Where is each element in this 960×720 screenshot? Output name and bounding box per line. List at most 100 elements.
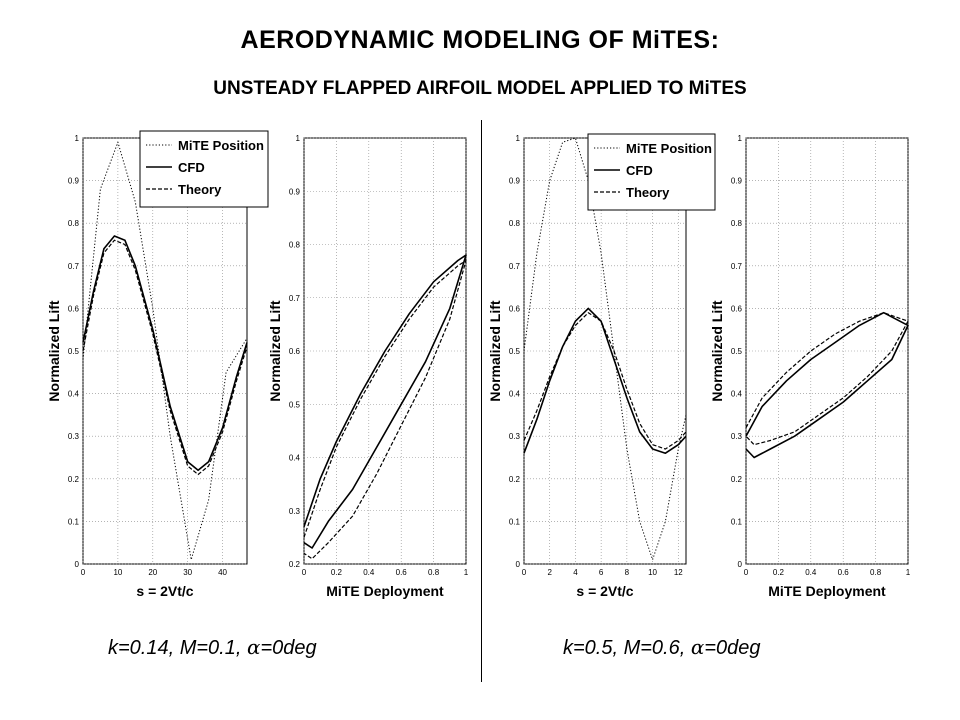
y-tick-label: 0	[738, 560, 743, 569]
x-tick-label: 0	[81, 568, 86, 577]
alpha-symbol: α	[690, 635, 705, 659]
x-tick-label: 0	[522, 568, 527, 577]
page-subtitle: UNSTEADY FLAPPED AIRFOIL MODEL APPLIED T…	[213, 78, 747, 99]
y-tick-label: 0.8	[509, 219, 521, 228]
x-tick-label: 10	[648, 568, 657, 577]
x-tick-label: 0.8	[428, 568, 440, 577]
y-tick-label: 0.7	[68, 262, 80, 271]
y-tick-label: 0.4	[289, 454, 301, 463]
y-tick-label: 0.4	[68, 390, 80, 399]
y-tick-label: 0.3	[68, 432, 80, 441]
x-tick-label: 0	[302, 568, 307, 577]
y-tick-label: 0.6	[289, 347, 301, 356]
x-tick-label: 4	[573, 568, 578, 577]
legend-box	[587, 133, 716, 211]
x-axis-label: MiTE Deployment	[768, 583, 886, 599]
series-line-cfd	[303, 254, 467, 549]
x-tick-label: 0.8	[870, 568, 882, 577]
y-tick-label: 0	[516, 560, 521, 569]
y-tick-label: 0.2	[731, 475, 743, 484]
y-tick-label: 0.9	[68, 177, 80, 186]
y-tick-label: 0.7	[509, 262, 521, 271]
y-tick-label: 0.5	[68, 347, 80, 356]
y-tick-label: 0.6	[731, 304, 743, 313]
y-tick-label: 0.4	[509, 390, 521, 399]
caption-right-post: =0deg	[704, 637, 761, 659]
x-tick-label: 10	[113, 568, 122, 577]
y-tick-label: 0.3	[509, 432, 521, 441]
legend-label: CFD	[626, 163, 653, 178]
series-line-theory	[523, 312, 687, 450]
vertical-divider	[481, 120, 482, 682]
legend-box	[139, 130, 269, 208]
y-tick-label: 0.1	[509, 517, 521, 526]
y-tick-label: 0.6	[68, 304, 80, 313]
x-tick-label: 2	[547, 568, 552, 577]
x-tick-label: 0.2	[331, 568, 343, 577]
legend-label: MiTE Position	[626, 141, 712, 156]
x-tick-label: 40	[218, 568, 227, 577]
series-line-cfd	[82, 235, 248, 472]
series-line-theory	[303, 259, 467, 560]
y-tick-label: 0.5	[731, 347, 743, 356]
y-tick-label: 0.9	[509, 177, 521, 186]
y-tick-label: 0.8	[289, 241, 301, 250]
y-tick-label: 0	[75, 560, 80, 569]
y-axis-label: Normalized Lift	[267, 300, 283, 401]
legend-label: Theory	[178, 182, 222, 197]
x-axis-label: s = 2Vt/c	[136, 583, 193, 599]
series-line-theory	[82, 239, 248, 476]
y-tick-label: 1	[516, 134, 521, 143]
y-tick-label: 0.8	[731, 219, 743, 228]
y-tick-label: 0.8	[68, 219, 80, 228]
x-tick-label: 0.2	[773, 568, 785, 577]
y-tick-label: 0.9	[731, 177, 743, 186]
x-axis-label: s = 2Vt/c	[576, 583, 633, 599]
x-tick-label: 0.4	[805, 568, 817, 577]
y-tick-label: 0.3	[289, 507, 301, 516]
x-tick-label: 12	[674, 568, 683, 577]
x-tick-label: 0.6	[838, 568, 850, 577]
alpha-symbol: α	[246, 635, 261, 659]
y-axis-label: Normalized Lift	[46, 300, 62, 401]
y-tick-label: 0.6	[509, 304, 521, 313]
legend-label: Theory	[626, 185, 670, 200]
y-tick-label: 1	[738, 134, 743, 143]
caption-left: k=0.14, M=0.1, α=0deg	[108, 635, 317, 660]
x-tick-label: 30	[183, 568, 192, 577]
series-line-mite-position	[523, 137, 687, 561]
y-tick-label: 0.5	[509, 347, 521, 356]
y-tick-label: 0.1	[68, 517, 80, 526]
y-tick-label: 1	[75, 134, 80, 143]
y-tick-label: 0.7	[289, 294, 301, 303]
y-tick-label: 0.7	[731, 262, 743, 271]
series-line-theory	[745, 312, 909, 446]
caption-left-post: =0deg	[260, 637, 317, 659]
y-tick-label: 1	[296, 134, 301, 143]
x-tick-label: 0.4	[363, 568, 375, 577]
y-tick-label: 0.1	[731, 517, 743, 526]
y-axis-label: Normalized Lift	[487, 300, 503, 401]
y-tick-label: 0.4	[731, 390, 743, 399]
y-tick-label: 0.5	[289, 400, 301, 409]
series-line-cfd	[523, 307, 687, 455]
y-tick-label: 0.2	[68, 475, 80, 484]
y-axis-label: Normalized Lift	[709, 300, 725, 401]
page-title: AERODYNAMIC MODELING OF MiTES:	[240, 26, 720, 54]
x-tick-label: 20	[148, 568, 157, 577]
caption-right-pre: k=0.5, M=0.6,	[563, 637, 691, 659]
series-line-cfd	[745, 311, 909, 459]
y-tick-label: 0.9	[289, 187, 301, 196]
x-tick-label: 6	[599, 568, 604, 577]
caption-left-pre: k=0.14, M=0.1,	[108, 637, 247, 659]
series-line-mite-position	[82, 141, 248, 561]
y-tick-label: 0.2	[289, 560, 301, 569]
y-tick-label: 0.3	[731, 432, 743, 441]
x-tick-label: 1	[464, 568, 469, 577]
x-tick-label: 0.6	[396, 568, 408, 577]
x-tick-label: 1	[906, 568, 911, 577]
